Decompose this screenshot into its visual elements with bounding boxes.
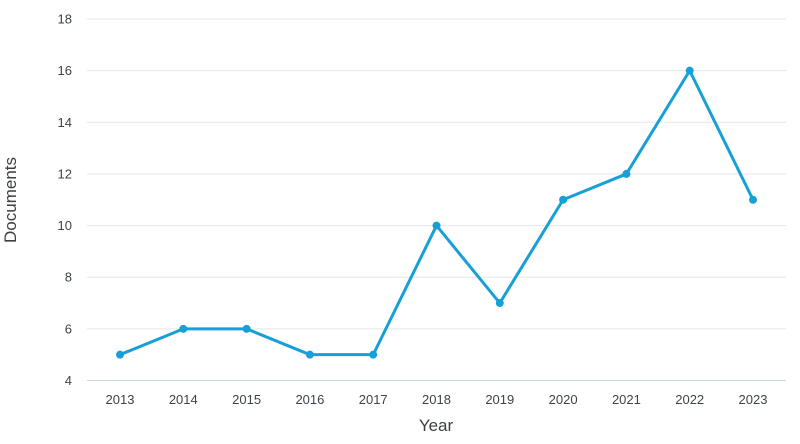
y-tick-label: 6: [65, 321, 72, 336]
data-point[interactable]: [179, 324, 188, 333]
x-tick-labels: 2013 2014 2015 2016 2017 2018 2019 2020 2021 2022…: [106, 392, 768, 407]
y-tick-label: 4: [65, 373, 72, 388]
data-point[interactable]: [242, 324, 251, 333]
y-tick-label: 12: [58, 166, 72, 181]
x-tick-label: 2016: [295, 392, 324, 407]
y-tick-label: 8: [65, 270, 72, 285]
y-tick-label: 14: [58, 115, 72, 130]
data-point[interactable]: [495, 299, 504, 308]
x-tick-label: 2022: [675, 392, 704, 407]
data-point[interactable]: [559, 195, 568, 204]
data-point[interactable]: [749, 195, 757, 204]
series-markers: [116, 66, 757, 359]
y-tick-label: 16: [58, 63, 72, 78]
x-tick-label: 2023: [739, 392, 768, 407]
x-axis-title: Year: [419, 416, 454, 435]
x-tick-label: 2020: [549, 392, 578, 407]
data-point[interactable]: [305, 350, 314, 359]
series-line: [118, 69, 755, 357]
x-tick-label: 2019: [485, 392, 514, 407]
data-point[interactable]: [432, 221, 441, 230]
data-point[interactable]: [116, 350, 124, 359]
x-tick-label: 2017: [359, 392, 388, 407]
x-tick-label: 2014: [169, 392, 198, 407]
data-point[interactable]: [622, 169, 631, 178]
y-axis-title: Documents: [1, 157, 20, 243]
x-tick-label: 2021: [612, 392, 641, 407]
gridlines: [87, 18, 786, 381]
y-tick-labels: 4 6 8 10 12 14 16 18: [58, 12, 72, 389]
data-point[interactable]: [685, 66, 694, 75]
data-point[interactable]: [369, 350, 378, 359]
x-tick-label: 2018: [422, 392, 451, 407]
x-tick-label: 2013: [106, 392, 135, 407]
y-tick-label: 18: [58, 12, 72, 27]
x-tick-label: 2015: [232, 392, 261, 407]
y-tick-label: 10: [58, 218, 72, 233]
